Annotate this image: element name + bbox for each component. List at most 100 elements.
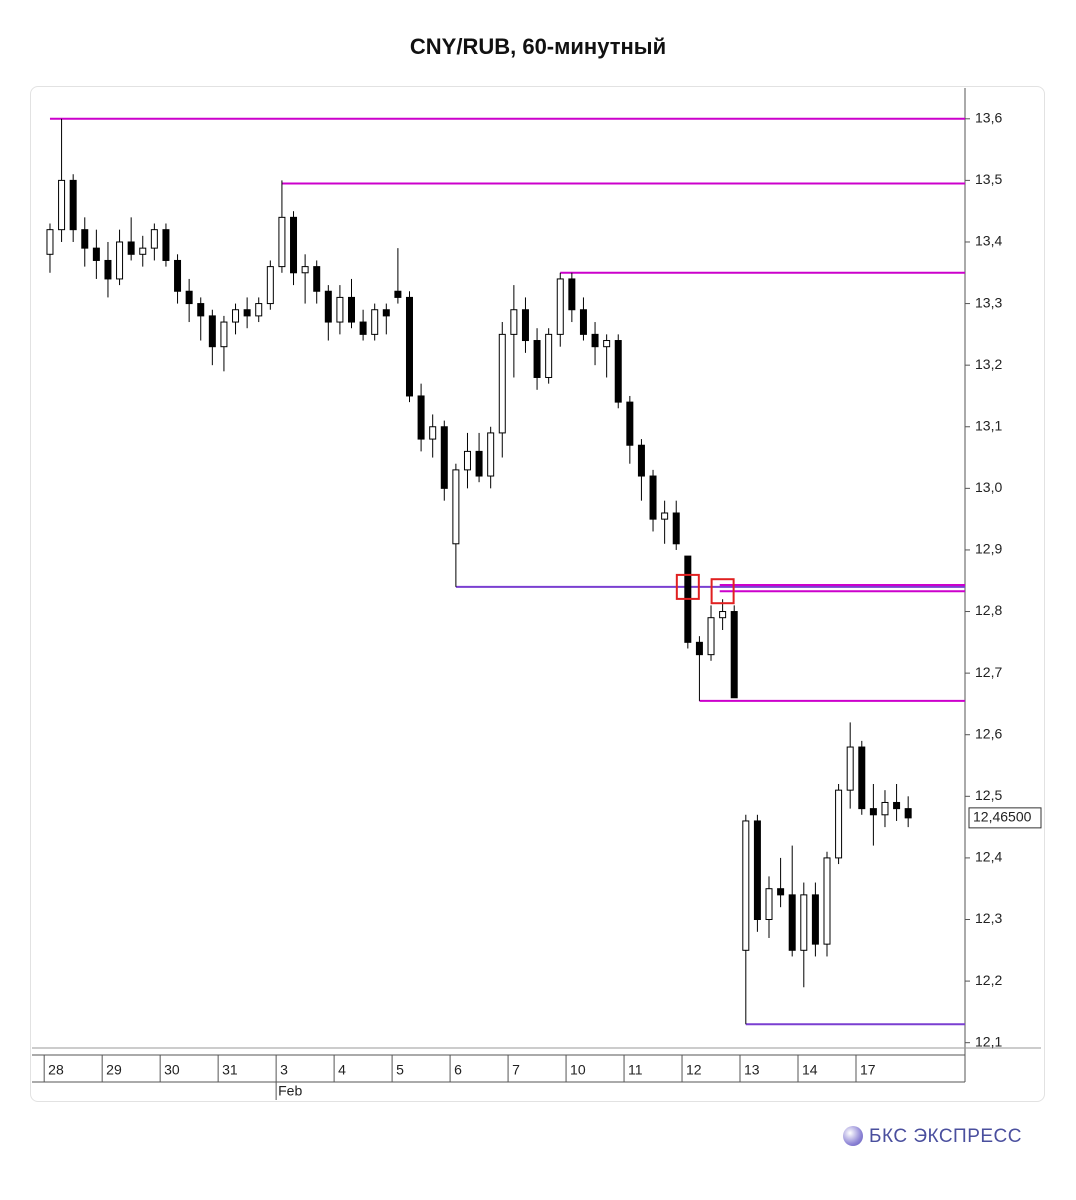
candle-body (359, 321, 367, 335)
candle-body (382, 309, 390, 317)
candle-body (440, 426, 448, 489)
chart-title: CNY/RUB, 60-минутный (409, 34, 667, 59)
candle-body (800, 894, 808, 951)
candle-body (69, 179, 77, 231)
candle-body (197, 303, 205, 317)
candle-body (174, 259, 182, 292)
candle-body (823, 857, 831, 945)
last-price-box (968, 807, 1042, 829)
x-tick-label: 4 (338, 1062, 346, 1078)
candle-body (777, 888, 785, 896)
candle-body (371, 309, 379, 335)
candle-body (835, 789, 843, 859)
candle-body (475, 450, 483, 477)
candle-body (626, 401, 634, 446)
y-tick-label: 12,5 (975, 787, 1002, 803)
candle-body (452, 469, 460, 545)
candle-body (278, 216, 286, 268)
candle-body (811, 894, 819, 945)
candle-body (58, 179, 66, 231)
candle-body (498, 333, 506, 434)
candle-body (150, 229, 158, 249)
y-tick-label: 12,3 (975, 910, 1002, 926)
candle-body (243, 309, 251, 317)
candle-body (869, 808, 877, 816)
candle-body (649, 475, 657, 520)
candle-body (139, 247, 147, 255)
candle-body (116, 241, 124, 280)
candle-body (336, 296, 344, 323)
candle-body (429, 426, 437, 440)
x-tick-label: 14 (802, 1062, 818, 1078)
brand-logo (843, 1126, 863, 1146)
y-tick-label: 12,4 (975, 849, 1002, 865)
candle-body (185, 290, 193, 305)
candle-body (127, 241, 135, 255)
y-tick-label: 12,7 (975, 664, 1002, 680)
candle-body (405, 296, 413, 397)
candle-body (661, 512, 669, 520)
candle-body (533, 340, 541, 378)
x-tick-label: 31 (222, 1062, 238, 1078)
candle-body (162, 229, 170, 261)
y-tick-label: 12,9 (975, 541, 1002, 557)
candle-body (324, 290, 332, 323)
candle-body (893, 801, 901, 810)
candle-body (753, 820, 761, 920)
y-tick-label: 12,2 (975, 972, 1002, 988)
y-tick-label: 13,5 (975, 171, 1002, 187)
candle-body (695, 641, 703, 656)
candle-body (614, 340, 622, 403)
candle-body (301, 266, 309, 274)
x-tick-label: 17 (860, 1062, 876, 1078)
candle-body (394, 290, 402, 298)
candle-body (104, 259, 112, 280)
candle-body (348, 296, 356, 323)
x-tick-label: 7 (512, 1062, 520, 1078)
candle-body (463, 450, 471, 471)
brand-text: БКС ЭКСПРЕСС (869, 1126, 1022, 1147)
x-tick-label: 6 (454, 1062, 462, 1078)
candle-body (742, 820, 750, 951)
candle-body (266, 266, 274, 305)
candle-body (579, 309, 587, 335)
candle-body (487, 432, 495, 477)
month-label: Feb (278, 1083, 302, 1099)
candle-body (881, 801, 889, 816)
x-tick-label: 11 (628, 1062, 643, 1078)
candle-body (672, 512, 680, 545)
candle-body (719, 611, 727, 619)
y-tick-label: 12,1 (975, 1033, 1002, 1049)
candle-body (556, 278, 564, 335)
candle-body (591, 333, 599, 348)
candle-body (846, 746, 854, 791)
candle-body (290, 216, 298, 274)
candle-body (788, 894, 796, 951)
y-tick-label: 13,6 (975, 109, 1002, 125)
candle-body (208, 315, 216, 348)
candle-body (81, 229, 89, 249)
x-tick-label: 3 (280, 1062, 288, 1078)
candle-body (858, 746, 866, 810)
highlight-box (710, 578, 735, 605)
y-tick-label: 13,0 (975, 479, 1002, 495)
y-tick-label: 13,4 (975, 233, 1002, 249)
y-tick-label: 13,1 (975, 417, 1002, 433)
candle-body (220, 321, 228, 348)
candle-body (46, 229, 54, 255)
chart-card (30, 86, 1045, 1102)
x-tick-label: 5 (396, 1062, 404, 1078)
x-tick-label: 28 (48, 1062, 64, 1078)
y-tick-label: 13,2 (975, 356, 1002, 372)
highlight-box (675, 573, 700, 600)
x-tick-label: 29 (106, 1062, 122, 1078)
candle-body (904, 808, 912, 819)
candle-body (232, 309, 240, 323)
candle-body (707, 617, 715, 656)
candle-body (521, 309, 529, 342)
candle-body (510, 309, 518, 335)
y-tick-label: 12,8 (975, 602, 1002, 618)
y-tick-label: 12,6 (975, 725, 1002, 741)
candle-body (568, 278, 576, 311)
